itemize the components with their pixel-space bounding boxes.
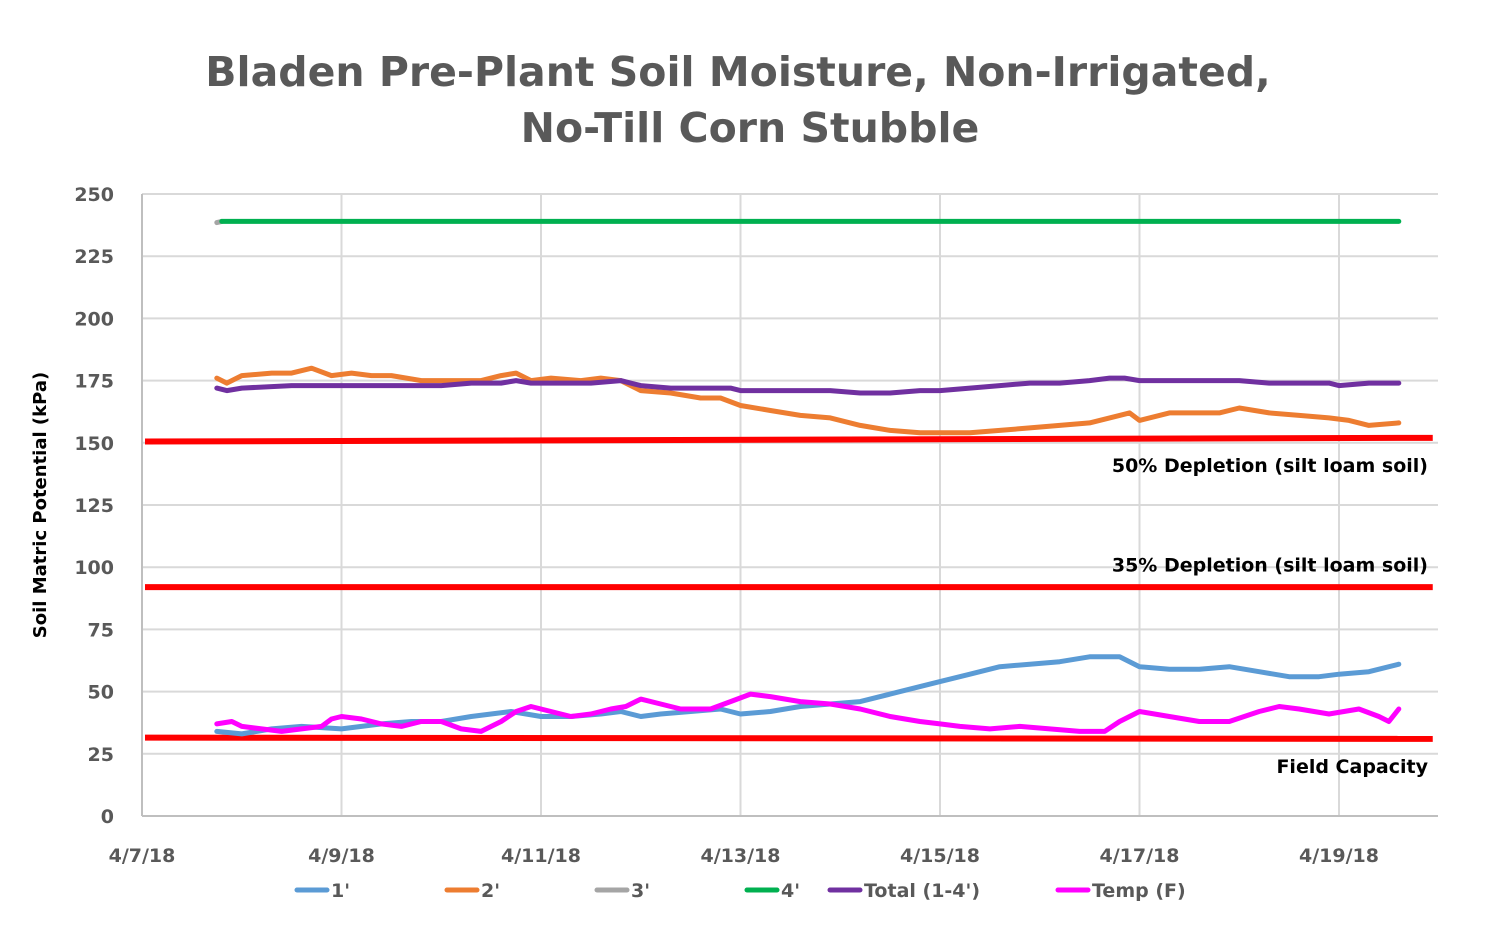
x-tick-label: 4/13/18 (701, 845, 781, 867)
y-tick-label: 225 (74, 246, 114, 268)
x-tick-label: 4/15/18 (900, 845, 980, 867)
y-tick-label: 75 (88, 619, 114, 641)
y-tick-label: 200 (74, 308, 114, 330)
y-axis-ticks: 0 25 50 75 100 125 150 175 200 225 250 (74, 184, 114, 828)
legend-item-3: 3' (594, 880, 650, 902)
legend-label: 1' (331, 880, 350, 902)
y-tick-label: 0 (101, 806, 114, 828)
legend: 1' 2' 3' 4' Total (1-4') Temp (F) (294, 880, 1186, 902)
annotation-field-capacity: Field Capacity (1276, 756, 1428, 778)
y-tick-label: 150 (74, 433, 114, 455)
series-lines (214, 218, 1402, 737)
legend-label: Temp (F) (1092, 880, 1186, 902)
legend-item-2: 2' (444, 880, 500, 902)
y-axis-label: Soil Matric Potential (kPa) (30, 372, 51, 638)
legend-item-1: 1' (294, 880, 350, 902)
x-axis-ticks: 4/7/18 4/9/18 4/11/18 4/13/18 4/15/18 4/17/18… (109, 845, 1379, 867)
reference-line-field-capacity (144, 734, 1433, 742)
x-tick-label: 4/11/18 (501, 845, 581, 867)
annotations: 50% Depletion (silt loam soil) 35% Deplet… (1112, 455, 1429, 778)
series-line-2 (214, 365, 1402, 436)
gridlines (141, 193, 1438, 817)
annotation-50-depletion-silt-loam-soil: 50% Depletion (silt loam soil) (1112, 455, 1428, 477)
legend-label: 2' (481, 880, 500, 902)
legend-item-temp-f: Temp (F) (1055, 880, 1186, 902)
series-line-total-1-4 (214, 375, 1402, 396)
y-tick-label: 125 (74, 495, 114, 517)
x-tick-label: 4/17/18 (1100, 845, 1180, 867)
reference-lines (144, 434, 1433, 742)
chart-title-line-1: Bladen Pre-Plant Soil Moisture, Non-Irri… (205, 48, 1270, 96)
y-tick-label: 250 (74, 184, 114, 206)
legend-label: 3' (631, 880, 650, 902)
x-tick-label: 4/19/18 (1299, 845, 1379, 867)
chart-title-line-2: No-Till Corn Stubble (521, 104, 980, 152)
series-line-temp-f (214, 691, 1402, 734)
y-tick-label: 25 (88, 744, 114, 766)
legend-label: Total (1-4') (864, 880, 980, 902)
y-tick-label: 50 (88, 682, 114, 704)
legend-item-4: 4' (744, 880, 800, 902)
x-tick-label: 4/7/18 (109, 845, 176, 867)
y-tick-label: 100 (74, 557, 114, 579)
legend-label: 4' (781, 880, 800, 902)
y-tick-label: 175 (74, 371, 114, 393)
reference-line-50-depletion-silt-loam-soil (144, 434, 1433, 445)
legend-item-total-1-4: Total (1-4') (827, 880, 980, 902)
annotation-35-depletion-silt-loam-soil: 35% Depletion (silt loam soil) (1112, 555, 1428, 577)
x-tick-label: 4/9/18 (308, 845, 375, 867)
